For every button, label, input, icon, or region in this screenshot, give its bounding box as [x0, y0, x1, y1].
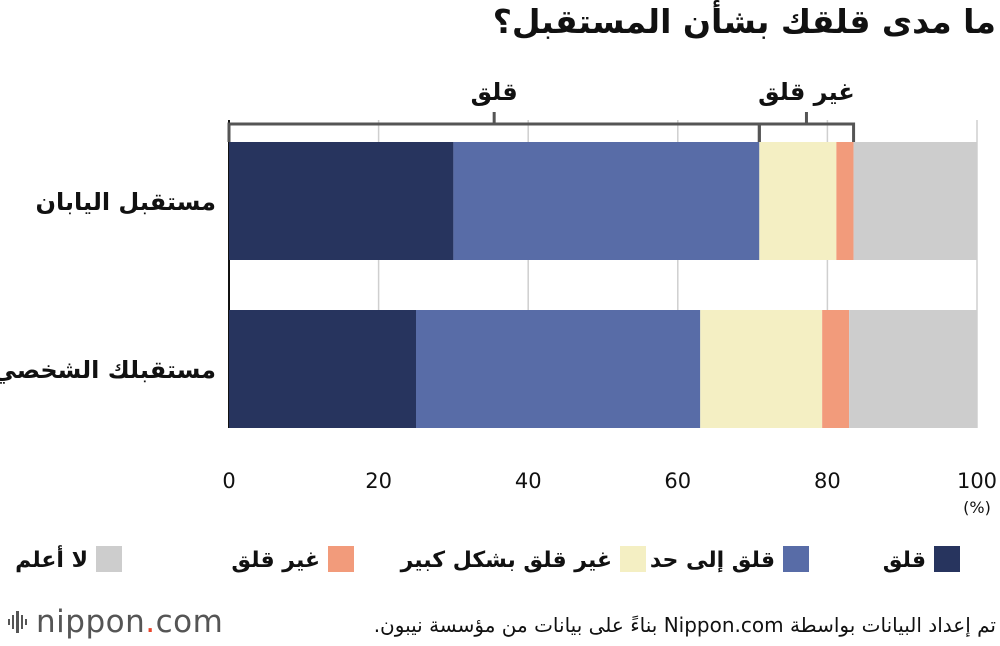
x-tick-label: 60	[664, 469, 691, 493]
bracket-1: قلق	[227, 78, 761, 142]
legend-item-3: غير قلق بشكل كبير	[400, 546, 646, 573]
category-label-1: مستقبل اليابان	[36, 188, 216, 216]
legend-swatch	[934, 546, 960, 572]
x-tick-label: 100	[957, 469, 997, 493]
legend-label: غير قلق بشكل كبير	[400, 548, 612, 573]
legend-label: قلق	[883, 548, 926, 573]
legend-label: غير قلق	[231, 548, 320, 573]
bracket-2: غير قلق	[757, 78, 856, 142]
bar-segment-2-1	[229, 310, 416, 428]
bars	[229, 142, 977, 428]
bar-segment-2-4	[822, 310, 850, 428]
nippon-logo: nippon.com	[8, 604, 223, 640]
bar-segment-2-5	[849, 310, 977, 428]
bracket-label-1: قلق	[471, 78, 518, 106]
bar-segment-2-3	[700, 310, 823, 428]
legend: قلق قلق إلى حد ما غير قلق بشكل كبير غير قلق…	[15, 544, 960, 573]
x-tick-label: 40	[515, 469, 542, 493]
bracket-label-2: غير قلق	[758, 78, 855, 106]
logo-mark-icon	[8, 611, 27, 633]
bracket-annotations: قلق غير قلق	[227, 78, 856, 142]
bar-segment-1-2	[453, 142, 760, 260]
source-note: تم إعداد البيانات بواسطة Nippon.com بناء…	[373, 613, 996, 637]
legend-item-5: لا أعلم	[15, 544, 122, 573]
unit-label: (%)	[963, 498, 991, 517]
category-labels: مستقبل اليابان مستقبلك الشخصي	[0, 188, 216, 384]
category-label-2: مستقبلك الشخصي	[0, 356, 216, 384]
chart-title: ما مدى قلقك بشأن المستقبل؟	[492, 2, 996, 41]
legend-swatch	[620, 546, 646, 572]
legend-item-4: غير قلق	[231, 546, 354, 573]
x-axis: 0 20 40 60 80 100 (%)	[222, 469, 997, 517]
bar-segment-1-5	[853, 142, 977, 260]
logo-text: nippon.com	[36, 604, 224, 640]
stacked-bar-chart: قلق غير قلق 0 20 40 60 80 100 (%) مستقبل اليابا…	[0, 78, 997, 573]
legend-swatch	[783, 546, 809, 572]
legend-item-1: قلق	[883, 546, 960, 573]
legend-label: لا أعلم	[15, 544, 88, 573]
legend-label: قلق إلى حد ما	[620, 548, 775, 573]
bar-segment-1-1	[229, 142, 454, 260]
x-tick-label: 80	[814, 469, 841, 493]
bar-segment-2-2	[416, 310, 701, 428]
bar-segment-1-4	[836, 142, 854, 260]
legend-swatch	[328, 546, 354, 572]
x-tick-label: 20	[365, 469, 392, 493]
bar-segment-1-3	[759, 142, 837, 260]
legend-item-2: قلق إلى حد ما	[620, 546, 809, 573]
x-tick-label: 0	[222, 469, 235, 493]
legend-swatch	[96, 546, 122, 572]
